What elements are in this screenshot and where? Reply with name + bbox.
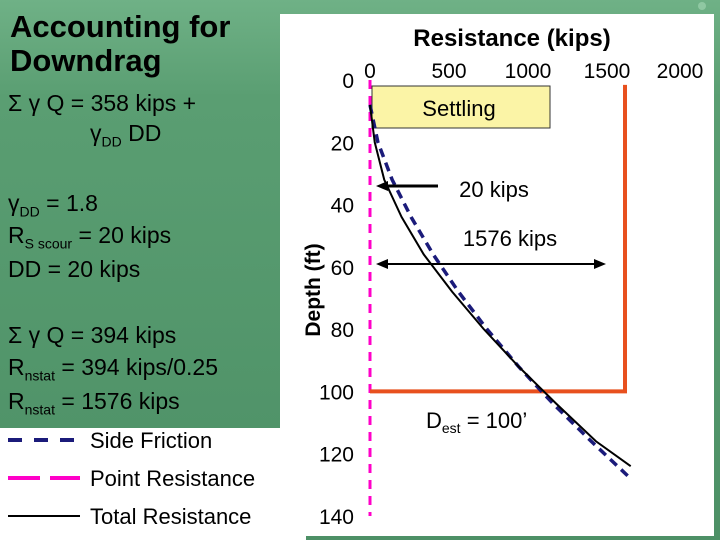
eq2-rest: = 1.8 bbox=[39, 190, 98, 216]
eq1-gamma: γ bbox=[90, 120, 102, 146]
annotation-1576-kips: 1576 kips bbox=[463, 226, 557, 251]
slide-title: Accounting for Downdrag bbox=[10, 10, 230, 78]
legend-panel bbox=[0, 428, 306, 540]
y-tick-label: 140 bbox=[319, 506, 354, 529]
x-tick-label: 2000 bbox=[657, 60, 704, 83]
x-tick-label: 500 bbox=[431, 60, 466, 83]
eq1-rest: DD bbox=[121, 120, 162, 146]
title-line-2: Downdrag bbox=[10, 43, 162, 78]
y-tick-label: 80 bbox=[331, 319, 354, 342]
legend-label: Total Resistance bbox=[90, 504, 251, 529]
dest-sub: est bbox=[442, 420, 461, 436]
rnstat-line-1: Rnstat = 394 kips/0.25 bbox=[8, 354, 218, 384]
arrowhead-20-kips bbox=[376, 181, 388, 191]
total-resistance-curve bbox=[369, 104, 632, 467]
eq2-gamma: γ bbox=[8, 190, 20, 216]
eq6-r: R bbox=[8, 354, 25, 380]
dest-d: D bbox=[426, 408, 442, 433]
title-line-1: Accounting for bbox=[10, 9, 231, 44]
x-tick-label: 0 bbox=[364, 60, 376, 83]
dest-rest: = 100’ bbox=[461, 408, 528, 433]
y-tick-label: 40 bbox=[331, 195, 354, 218]
legend-label: Side Friction bbox=[90, 428, 212, 453]
eq6-sub: nstat bbox=[24, 367, 55, 384]
annotation-dest: Dest = 100’ bbox=[426, 408, 527, 436]
annotation-20-kips: 20 kips bbox=[459, 177, 529, 202]
eq7-r: R bbox=[8, 388, 25, 414]
y-tick-label: 0 bbox=[342, 70, 354, 93]
rs-scour-line: RS scour = 20 kips bbox=[8, 222, 171, 252]
arrowhead-1576-right bbox=[594, 259, 606, 269]
legend-label: Point Resistance bbox=[90, 466, 255, 491]
gamma-dd-line: γDD = 1.8 bbox=[8, 190, 98, 220]
y-tick-label: 120 bbox=[319, 444, 354, 467]
x-tick-label: 1500 bbox=[584, 60, 631, 83]
eq3-sub: S scour bbox=[24, 235, 73, 252]
eq3-r: R bbox=[8, 222, 25, 248]
x-tick-label: 1000 bbox=[505, 60, 552, 83]
eq2-sub: DD bbox=[19, 203, 40, 220]
eq6-rest: = 394 kips/0.25 bbox=[54, 354, 219, 380]
decorative-dot bbox=[698, 2, 706, 10]
y-tick-label: 100 bbox=[319, 381, 354, 404]
rnstat-line-2: Rnstat = 1576 kips bbox=[8, 388, 180, 418]
y-tick-label: 60 bbox=[331, 257, 354, 280]
eq1-sub: DD bbox=[101, 133, 122, 150]
equation-1b: γDD DD bbox=[90, 120, 161, 150]
settling-box bbox=[371, 85, 551, 129]
y-tick-label: 20 bbox=[331, 132, 354, 155]
y-axis-label: Depth (ft) bbox=[302, 243, 325, 336]
dd-line: DD = 20 kips bbox=[8, 256, 141, 282]
eq7-rest: = 1576 kips bbox=[54, 388, 180, 414]
arrowhead-1576-left bbox=[376, 259, 388, 269]
eq7-sub: nstat bbox=[24, 401, 55, 418]
sum-q-line: Σ γ Q = 394 kips bbox=[8, 322, 177, 348]
eq3-rest: = 20 kips bbox=[72, 222, 172, 248]
equation-1a: Σ γ Q = 358 kips + bbox=[8, 90, 197, 116]
chart-title: Resistance (kips) bbox=[413, 25, 610, 52]
side-friction-curve bbox=[368, 104, 632, 480]
settling-label: Settling bbox=[422, 96, 495, 121]
